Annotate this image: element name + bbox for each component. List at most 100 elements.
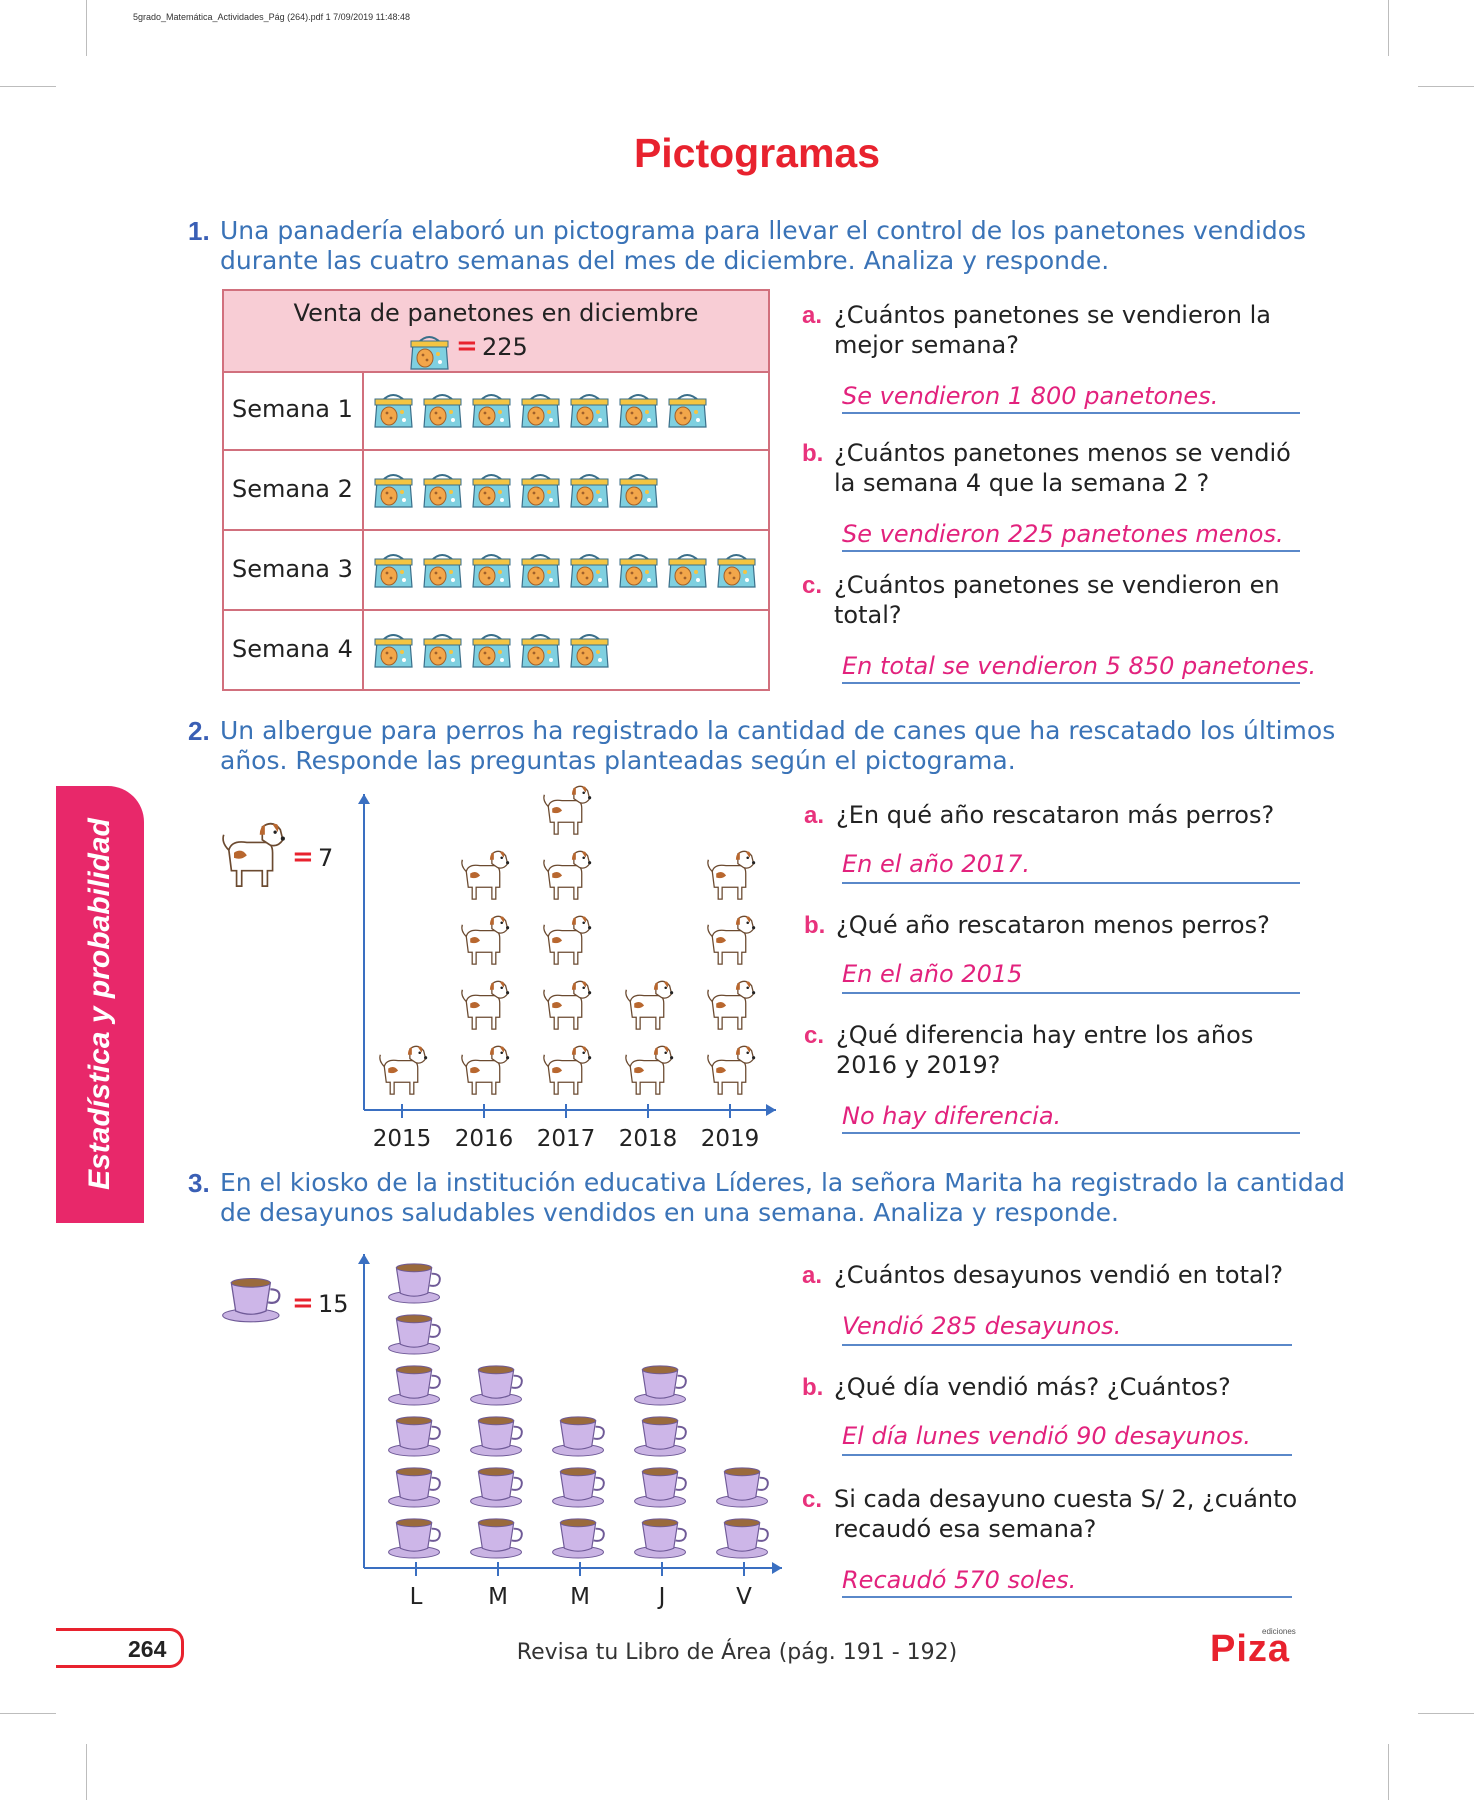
panetone-icon: [372, 625, 415, 671]
page-number-box: [56, 1628, 184, 1668]
dog-icon: [543, 785, 592, 835]
question-text: ¿Qué diferencia hay entre los años: [836, 1021, 1254, 1049]
crop-mark: [1388, 1744, 1389, 1800]
answer-text: Recaudó 570 soles.: [842, 1566, 1077, 1594]
dog-icon: [461, 850, 510, 900]
dog-icon: [543, 1045, 592, 1095]
x-tick-label: 2018: [619, 1126, 678, 1152]
crop-mark: [0, 86, 56, 87]
dog-icon: [707, 980, 756, 1030]
answer-line: [842, 412, 1300, 414]
cup-icon: [633, 1364, 687, 1407]
key-value: 7: [318, 844, 334, 872]
answer-text: En total se vendieron 5 850 panetones.: [842, 652, 1317, 680]
panetone-icon: [408, 327, 451, 373]
cup-icon: [469, 1364, 523, 1407]
pictogram-table: Venta de panetones en diciembre = 225 Se…: [222, 289, 770, 691]
dog-icon: [379, 1045, 428, 1095]
key-value: 225: [482, 333, 528, 361]
panetone-icon: [470, 465, 513, 511]
key-equals: =: [456, 331, 478, 361]
question-letter: a.: [802, 302, 823, 329]
cup-icon: [469, 1415, 523, 1458]
answer-text: Vendió 285 desayunos.: [842, 1312, 1122, 1340]
question-text: ¿En qué año rescataron más perros?: [836, 801, 1275, 829]
dog-icon: [707, 1045, 756, 1095]
question-text: la semana 4 que la semana 2 ?: [834, 469, 1210, 497]
question-text: 2016 y 2019?: [836, 1051, 1001, 1079]
footer-reference: Revisa tu Libro de Área (pág. 191 - 192): [516, 1640, 958, 1665]
key-equals: =: [292, 842, 314, 872]
question-letter: c.: [802, 572, 823, 599]
panetone-icon: [372, 385, 415, 431]
row-label: Semana 2: [232, 475, 353, 503]
question-letter: a.: [804, 802, 825, 829]
x-tick-label: 2016: [455, 1126, 514, 1152]
question-letter: c.: [804, 1022, 825, 1049]
table-row: Semana 1: [224, 371, 768, 451]
file-meta: 5grado_Matemática_Actividades_Pág (264).…: [133, 12, 411, 22]
cup-icon: [387, 1313, 441, 1356]
cup-icon: [715, 1466, 769, 1509]
y-axis-arrow: [358, 1254, 370, 1264]
table-row: Semana 2: [224, 451, 768, 531]
cup-icon: [387, 1466, 441, 1509]
panetone-icon: [666, 545, 709, 591]
panetone-icon: [617, 465, 660, 511]
x-tick-label: 2015: [373, 1126, 432, 1152]
icon-row: [372, 625, 611, 671]
dog-icon: [543, 980, 592, 1030]
crop-mark: [1418, 86, 1474, 87]
answer-text: No hay diferencia.: [842, 1102, 1062, 1130]
dog-icon: [461, 1045, 510, 1095]
panetone-icon: [568, 465, 611, 511]
dog-icon: [707, 915, 756, 965]
cup-icon: [551, 1415, 605, 1458]
exercise-1-text-line2: durante las cuatro semanas del mes de di…: [220, 246, 1110, 275]
crop-mark: [1388, 0, 1389, 56]
y-axis-arrow: [358, 794, 370, 804]
panetone-icon: [568, 625, 611, 671]
answer-text: Se vendieron 225 panetones menos.: [842, 520, 1284, 548]
panetone-icon: [568, 385, 611, 431]
row-label: Semana 4: [232, 635, 353, 663]
table-title: Venta de panetones en diciembre: [293, 299, 699, 327]
x-tick-label: 2017: [537, 1126, 596, 1152]
cup-icon: [387, 1262, 441, 1305]
exercise-2-number: 2.: [188, 716, 210, 746]
icon-row: [372, 465, 660, 511]
dog-pictogram-chart: 2015 2016 2017 2018 2019: [358, 785, 776, 1152]
question-text: recaudó esa semana?: [834, 1515, 1097, 1543]
panetone-icon: [470, 545, 513, 591]
question-text: ¿Qué día vendió más? ¿Cuántos?: [834, 1373, 1231, 1401]
cup-icon: [551, 1517, 605, 1560]
exercise-3-text-line2: de desayunos saludables vendidos en una …: [220, 1198, 1119, 1227]
crop-mark: [1418, 1713, 1474, 1714]
publisher-logo: Piza: [1210, 1628, 1291, 1670]
x-axis-arrow: [766, 1104, 776, 1116]
question-text: ¿Qué año rescataron menos perros?: [836, 911, 1270, 939]
answer-line: [842, 1596, 1292, 1598]
panetone-icon: [372, 545, 415, 591]
icon-row: [372, 545, 758, 591]
cup-icon: [387, 1415, 441, 1458]
exercise-3-number: 3.: [188, 1168, 210, 1198]
answer-line: [842, 682, 1300, 684]
question-letter: a.: [802, 1262, 823, 1289]
dog-icon: [625, 980, 674, 1030]
panetone-icon: [568, 545, 611, 591]
cup-icon: [387, 1364, 441, 1407]
panetone-icon: [519, 625, 562, 671]
exercise-2-text-line1: Un albergue para perros ha registrado la…: [220, 716, 1336, 745]
panetone-icon: [519, 545, 562, 591]
panetone-icon: [470, 385, 513, 431]
question-letter: b.: [802, 440, 824, 467]
answer-text: Se vendieron 1 800 panetones.: [842, 382, 1219, 410]
answer-text: El día lunes vendió 90 desayunos.: [842, 1422, 1251, 1450]
panetone-icon: [617, 385, 660, 431]
crop-mark: [86, 0, 87, 56]
section-tab: [56, 786, 144, 1223]
answer-line: [842, 1132, 1300, 1134]
table-header: Venta de panetones en diciembre = 225: [224, 291, 768, 373]
